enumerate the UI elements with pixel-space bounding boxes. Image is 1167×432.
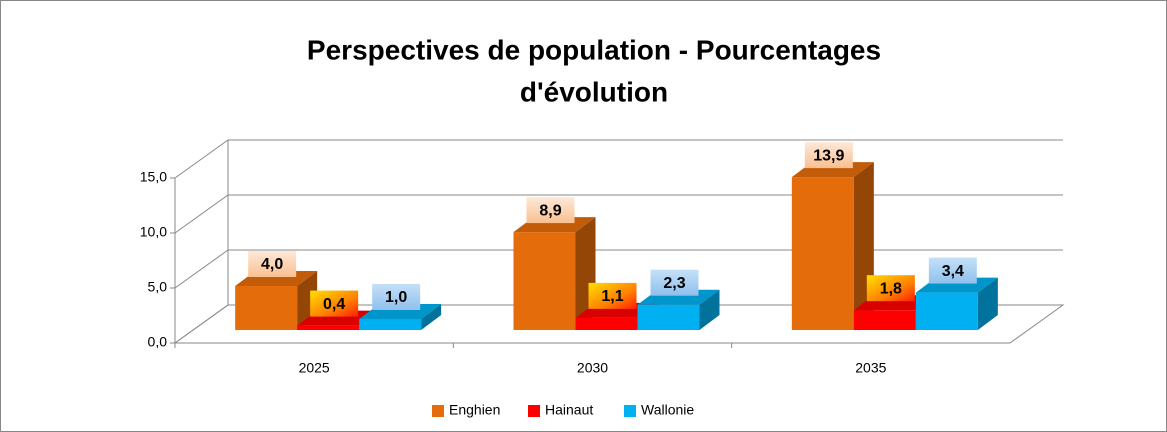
legend-swatch <box>528 405 540 417</box>
grid-line <box>174 304 1063 344</box>
grid-line <box>174 139 1063 179</box>
grid-line <box>174 249 1063 289</box>
bar-side <box>421 304 442 330</box>
bar-front <box>297 325 360 330</box>
value-label-box <box>928 257 977 284</box>
bar-front <box>853 310 916 330</box>
bar-front <box>235 286 298 330</box>
value-label-box <box>588 282 637 309</box>
y-tick-label: 10,0 <box>140 224 167 240</box>
value-label: 2,3 <box>663 275 685 292</box>
value-label-box <box>248 251 297 277</box>
chart-title: Perspectives de population - Pourcentage… <box>307 34 881 65</box>
value-label-box <box>310 290 359 317</box>
bar-front <box>791 177 854 330</box>
value-label-box <box>866 275 915 302</box>
x-tick-label: 2030 <box>577 360 608 376</box>
bar-front <box>513 232 576 330</box>
bar-front <box>575 317 638 330</box>
x-tick-label: 2025 <box>299 360 330 376</box>
bar <box>915 277 998 330</box>
bar-side <box>977 277 998 330</box>
bar-front <box>915 292 978 330</box>
value-label: 13,9 <box>813 147 844 164</box>
chart-title: d'évolution <box>520 76 668 107</box>
legend-label: Wallonie <box>641 402 694 418</box>
bar-front <box>637 304 700 330</box>
value-label: 1,1 <box>601 288 623 305</box>
legend-swatch <box>432 405 444 417</box>
bar-front <box>359 319 422 330</box>
value-label: 3,4 <box>942 263 964 280</box>
y-tick-label: 5,0 <box>148 279 168 295</box>
value-label-box <box>804 142 853 169</box>
legend-label: Enghien <box>449 402 500 418</box>
value-label-box <box>650 269 699 296</box>
value-label: 0,4 <box>323 296 345 313</box>
x-tick-label: 2035 <box>855 360 886 376</box>
grid-line <box>174 194 1063 234</box>
value-label: 8,9 <box>539 202 561 219</box>
value-label: 4,0 <box>261 256 283 273</box>
bar-side <box>699 289 720 330</box>
value-label: 1,0 <box>385 289 407 306</box>
bar <box>359 304 442 330</box>
legend-label: Hainaut <box>545 402 593 418</box>
legend-swatch <box>624 405 636 417</box>
y-tick-label: 15,0 <box>140 169 167 185</box>
bar <box>637 289 720 330</box>
value-label-box <box>372 284 421 310</box>
value-label-box <box>526 197 575 224</box>
y-tick-label: 0,0 <box>148 334 168 350</box>
value-label: 1,8 <box>880 280 902 297</box>
